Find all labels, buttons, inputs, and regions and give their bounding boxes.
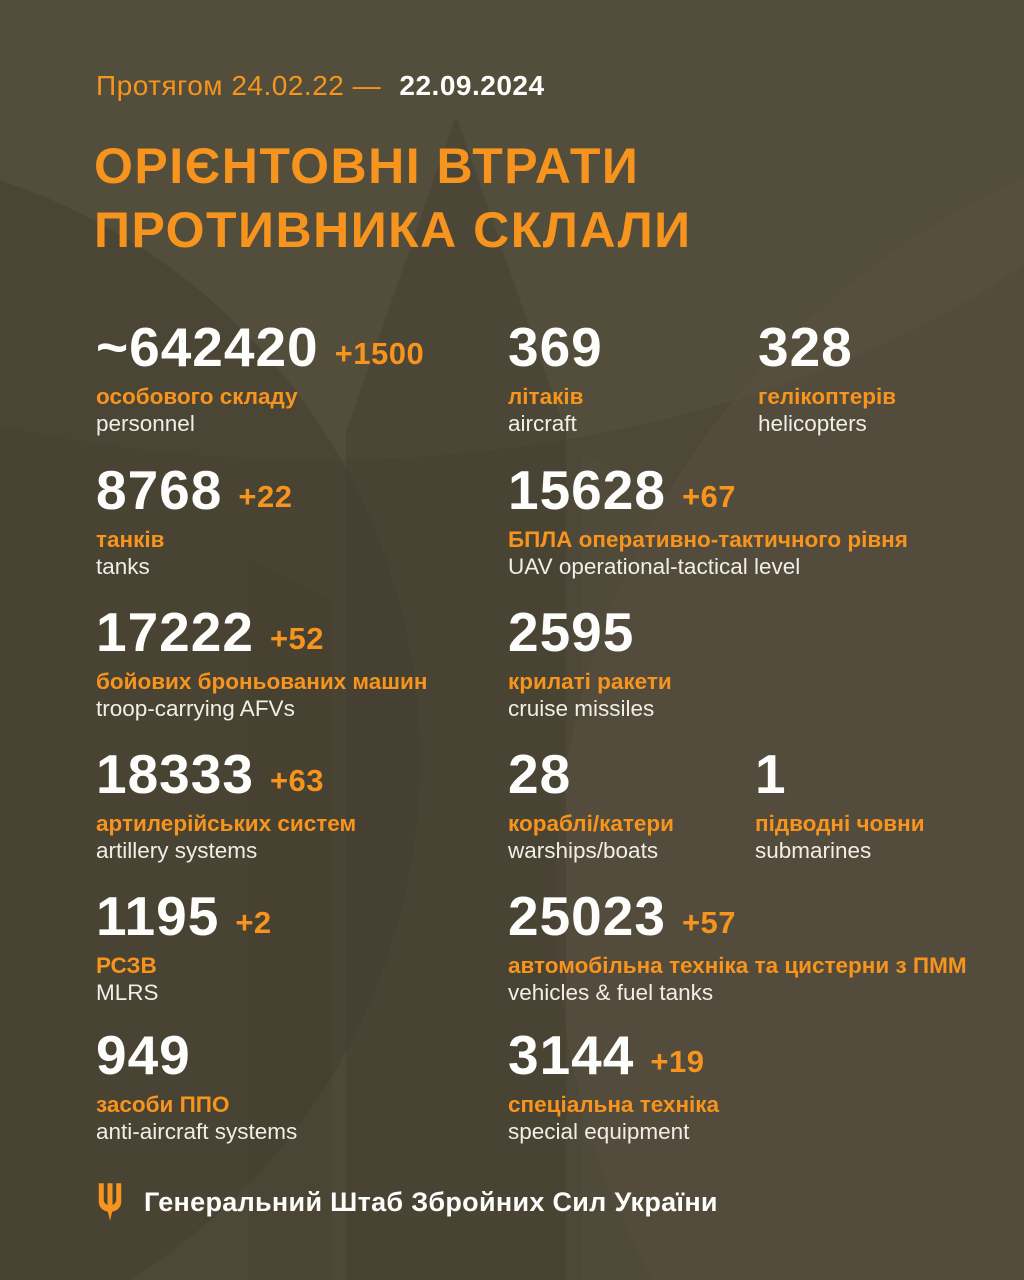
stat-label-en: cruise missiles xyxy=(508,696,655,721)
stat-label-uk: РСЗВ xyxy=(96,953,157,978)
stat-label-uk: кораблі/катери xyxy=(508,811,674,836)
stat-label-en: artillery systems xyxy=(96,838,258,863)
stat-label-uk: спеціальна техніка xyxy=(508,1092,720,1117)
stat-delta: +63 xyxy=(269,763,325,798)
stat-value-row: 949 xyxy=(96,1026,297,1084)
stat-label-uk: гелікоптерів xyxy=(758,384,897,409)
page-title-line2: ПРОТИВНИКА СКЛАЛИ xyxy=(94,202,692,258)
stat-artillery: 18333 +63 артилерійських систем artiller… xyxy=(96,745,356,865)
stat-anti-aircraft: 949 засоби ППО anti-aircraft systems xyxy=(96,1026,297,1146)
stat-label-uk: підводні човни xyxy=(755,811,925,836)
stat-label-en: submarines xyxy=(755,838,872,863)
stat-value-row: 1195 +2 xyxy=(96,887,272,945)
stat-value: 369 xyxy=(508,316,603,378)
stat-delta: +19 xyxy=(650,1044,705,1079)
stat-label-uk: особового складу xyxy=(96,384,298,409)
stat-value-row: 3144 +19 xyxy=(508,1026,719,1084)
stat-label-en: helicopters xyxy=(758,411,867,436)
stat-aircraft: 369 літаків aircraft xyxy=(508,318,619,438)
stat-delta: +22 xyxy=(238,479,293,514)
stat-mlrs: 1195 +2 РСЗВ MLRS xyxy=(96,887,272,1007)
stat-value: 949 xyxy=(96,1024,191,1086)
trident-icon xyxy=(98,1183,122,1221)
stat-warships: 28 кораблі/катери warships/boats xyxy=(508,745,674,865)
stat-submarines: 1 підводні човни submarines xyxy=(755,745,925,865)
stat-helicopters: 328 гелікоптерів helicopters xyxy=(758,318,896,438)
stat-label-en: aircraft xyxy=(508,411,577,436)
footer-source: Генеральний Штаб Збройних Сил України xyxy=(96,1182,718,1222)
stat-delta: +1500 xyxy=(334,336,425,371)
stat-value: 18333 xyxy=(96,743,254,805)
stat-personnel: ~642420 +1500 особового складу personnel xyxy=(96,318,424,438)
stat-label-uk: автомобільна техніка та цистерни з ПММ xyxy=(508,953,967,978)
stat-value: ~642420 xyxy=(96,316,319,378)
stat-value-row: 8768 +22 xyxy=(96,461,292,519)
stat-value-row: 328 xyxy=(758,318,896,376)
stat-label-uk: танків xyxy=(96,527,165,552)
footer-source-text: Генеральний Штаб Збройних Сил України xyxy=(144,1186,718,1217)
stat-value-row: 18333 +63 xyxy=(96,745,356,803)
stat-delta: +57 xyxy=(681,905,737,940)
stat-value: 1 xyxy=(755,743,787,805)
stat-value: 17222 xyxy=(96,601,254,663)
stat-value: 2595 xyxy=(508,601,635,663)
stat-value: 15628 xyxy=(508,459,666,521)
stat-value-row: ~642420 +1500 xyxy=(96,318,424,376)
report-period: Протягом 24.02.22 — 22.09.2024 xyxy=(96,70,545,102)
stat-special-equipment: 3144 +19 спеціальна техніка special equi… xyxy=(508,1026,719,1146)
stat-label-en: MLRS xyxy=(96,980,159,1005)
stat-value-row: 17222 +52 xyxy=(96,603,427,661)
stat-value: 28 xyxy=(508,743,572,805)
stat-label-en: warships/boats xyxy=(508,838,659,863)
page-title: ОРІЄНТОВНІ ВТРАТИ ПРОТИВНИКА СКЛАЛИ xyxy=(94,134,692,262)
stat-label-uk: засоби ППО xyxy=(96,1092,230,1117)
stat-label-en: special equipment xyxy=(508,1119,690,1144)
period-date: 22.09.2024 xyxy=(399,70,545,101)
stat-value: 1195 xyxy=(96,885,220,947)
page-title-line1: ОРІЄНТОВНІ ВТРАТИ xyxy=(94,138,640,194)
stat-vehicles: 25023 +57 автомобільна техніка та цистер… xyxy=(508,887,967,1007)
stat-value: 8768 xyxy=(96,459,223,521)
stat-delta: +67 xyxy=(681,479,737,514)
stat-value-row: 25023 +57 xyxy=(508,887,967,945)
stat-label-uk: літаків xyxy=(508,384,584,409)
stat-label-uk: крилаті ракети xyxy=(508,669,672,694)
stat-label-en: troop-carrying AFVs xyxy=(96,696,295,721)
stat-cruise-missiles: 2595 крилаті ракети cruise missiles xyxy=(508,603,672,723)
stat-tanks: 8768 +22 танків tanks xyxy=(96,461,292,581)
stat-value-row: 369 xyxy=(508,318,619,376)
period-prefix: Протягом 24.02.22 — xyxy=(96,70,382,101)
stat-label-en: personnel xyxy=(96,411,195,436)
stat-afv: 17222 +52 бойових броньованих машин troo… xyxy=(96,603,427,723)
stat-label-uk: артилерійських систем xyxy=(96,811,357,836)
stat-value: 25023 xyxy=(508,885,666,947)
stat-label-uk: бойових броньованих машин xyxy=(96,669,428,694)
stat-delta: +2 xyxy=(235,905,272,940)
stat-label-en: UAV operational-tactical level xyxy=(508,554,801,579)
stat-value-row: 15628 +67 xyxy=(508,461,908,519)
stat-value-row: 28 xyxy=(508,745,674,803)
stat-value-row: 2595 xyxy=(508,603,672,661)
stat-label-uk: БПЛА оперативно-тактичного рівня xyxy=(508,527,908,552)
stat-label-en: tanks xyxy=(96,554,150,579)
stat-delta: +52 xyxy=(269,621,325,656)
stat-value: 328 xyxy=(758,316,853,378)
stat-label-en: vehicles & fuel tanks xyxy=(508,980,714,1005)
stat-label-en: anti-aircraft systems xyxy=(96,1119,298,1144)
stat-value-row: 1 xyxy=(755,745,925,803)
stat-uav: 15628 +67 БПЛА оперативно-тактичного рів… xyxy=(508,461,908,581)
stat-value: 3144 xyxy=(508,1024,635,1086)
